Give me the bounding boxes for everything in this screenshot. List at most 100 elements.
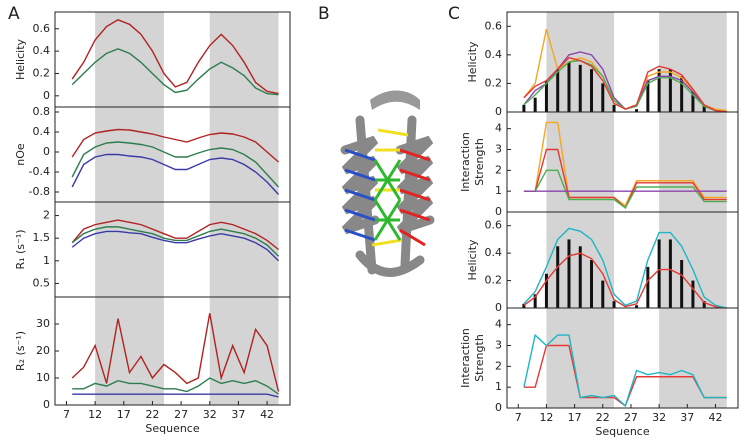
- bar: [612, 301, 616, 308]
- series-line: [523, 227, 727, 309]
- shaded-region: [95, 202, 164, 297]
- y-tick-label: 20: [36, 344, 50, 357]
- y-tick-label: 0.8: [33, 105, 51, 118]
- y-axis-label: nOe: [14, 143, 27, 166]
- x-axis-label: Sequence: [145, 422, 199, 435]
- y-tick-label: 2: [495, 163, 502, 176]
- y-axis-label: R₂ (s⁻¹): [14, 331, 27, 371]
- x-tick-label: 37: [680, 411, 694, 424]
- x-tick-label: 37: [231, 408, 245, 421]
- x-tick-label: 27: [624, 411, 638, 424]
- series-line: [72, 377, 279, 395]
- bar: [590, 69, 594, 112]
- y-tick-label: 0.4: [33, 44, 51, 57]
- bar: [646, 80, 650, 112]
- bar: [691, 280, 695, 308]
- bar: [578, 64, 582, 112]
- bar: [533, 97, 537, 112]
- y-tick-label: 0.5: [33, 276, 51, 289]
- shaded-region: [546, 308, 615, 408]
- x-tick-label: 22: [596, 411, 610, 424]
- y-axis-label: Helicity: [466, 41, 479, 83]
- bar: [680, 76, 684, 112]
- bar: [668, 69, 672, 112]
- x-tick-label: 17: [568, 411, 582, 424]
- x-axis-label: Sequence: [595, 425, 649, 438]
- y-tick-label: 1: [495, 184, 502, 197]
- bar: [657, 69, 661, 112]
- y-tick-label: 0.6: [485, 19, 503, 32]
- series-line: [71, 230, 280, 262]
- bar: [635, 305, 639, 308]
- series-line: [71, 226, 280, 257]
- bar: [556, 69, 560, 112]
- plot-frame: [54, 296, 291, 406]
- y-tick-label: 4: [495, 122, 502, 135]
- shaded-region: [209, 202, 279, 297]
- bar: [556, 246, 560, 308]
- series-line: [71, 141, 280, 188]
- x-tick-label: 42: [708, 411, 722, 424]
- shaded-region: [659, 308, 727, 408]
- shaded-region: [209, 12, 279, 107]
- y-tick-label: 0.4: [485, 48, 503, 61]
- x-tick-label: 22: [145, 408, 159, 421]
- bar: [533, 294, 537, 308]
- bar: [544, 273, 548, 308]
- y-tick-label: 0: [43, 145, 50, 158]
- y-tick-label: -0.8: [29, 185, 50, 198]
- y-tick-label: 30: [36, 317, 50, 330]
- y-tick-label: 0: [495, 205, 502, 218]
- bar: [590, 260, 594, 308]
- y-tick-label: 0: [495, 301, 502, 314]
- y-tick-label: 0.2: [33, 66, 51, 79]
- bar: [612, 104, 616, 112]
- panel-label: C: [448, 4, 460, 24]
- bar: [691, 90, 695, 112]
- x-tick-label: 42: [260, 408, 274, 421]
- x-tick-label: 7: [515, 411, 522, 424]
- y-axis-label: Strength: [473, 334, 486, 382]
- y-tick-label: 4: [495, 318, 502, 331]
- shaded-region: [95, 12, 164, 107]
- bar: [578, 246, 582, 308]
- shaded-region: [209, 297, 279, 405]
- y-tick-label: 0: [495, 401, 502, 414]
- panel-label: A: [8, 4, 20, 24]
- bar: [702, 301, 706, 308]
- y-tick-label: 0: [495, 105, 502, 118]
- series-line: [71, 313, 280, 392]
- bar: [680, 260, 684, 308]
- bar: [635, 109, 639, 112]
- series-line: [71, 48, 279, 96]
- bar: [544, 80, 548, 112]
- y-tick-label: 0.4: [33, 125, 51, 138]
- x-tick-label: 17: [117, 408, 131, 421]
- y-tick-label: 10: [36, 371, 50, 384]
- y-tick-label: 3: [495, 143, 502, 156]
- bar: [601, 280, 605, 308]
- series-line: [523, 252, 727, 309]
- y-tick-label: 0.4: [485, 246, 503, 259]
- y-tick-label: 3: [495, 339, 502, 352]
- x-tick-label: 32: [652, 411, 666, 424]
- bar: [668, 239, 672, 308]
- series-line: [523, 333, 727, 408]
- y-axis-label: Helicity: [14, 38, 27, 80]
- bar: [522, 303, 526, 308]
- panel-label: B: [318, 4, 330, 24]
- bar: [657, 239, 661, 308]
- y-tick-label: 0: [43, 89, 50, 102]
- bar: [567, 239, 571, 308]
- series-line: [523, 56, 727, 113]
- y-tick-label: 0: [43, 398, 50, 411]
- series-line: [71, 19, 279, 95]
- series-line: [71, 153, 280, 195]
- series-line: [72, 393, 279, 398]
- series-line: [71, 219, 279, 251]
- x-tick-label: 12: [539, 411, 553, 424]
- y-tick-label: 0.2: [485, 76, 503, 89]
- series-line: [523, 121, 727, 207]
- y-tick-label: 1: [495, 380, 502, 393]
- y-axis-label: Interaction: [459, 132, 472, 192]
